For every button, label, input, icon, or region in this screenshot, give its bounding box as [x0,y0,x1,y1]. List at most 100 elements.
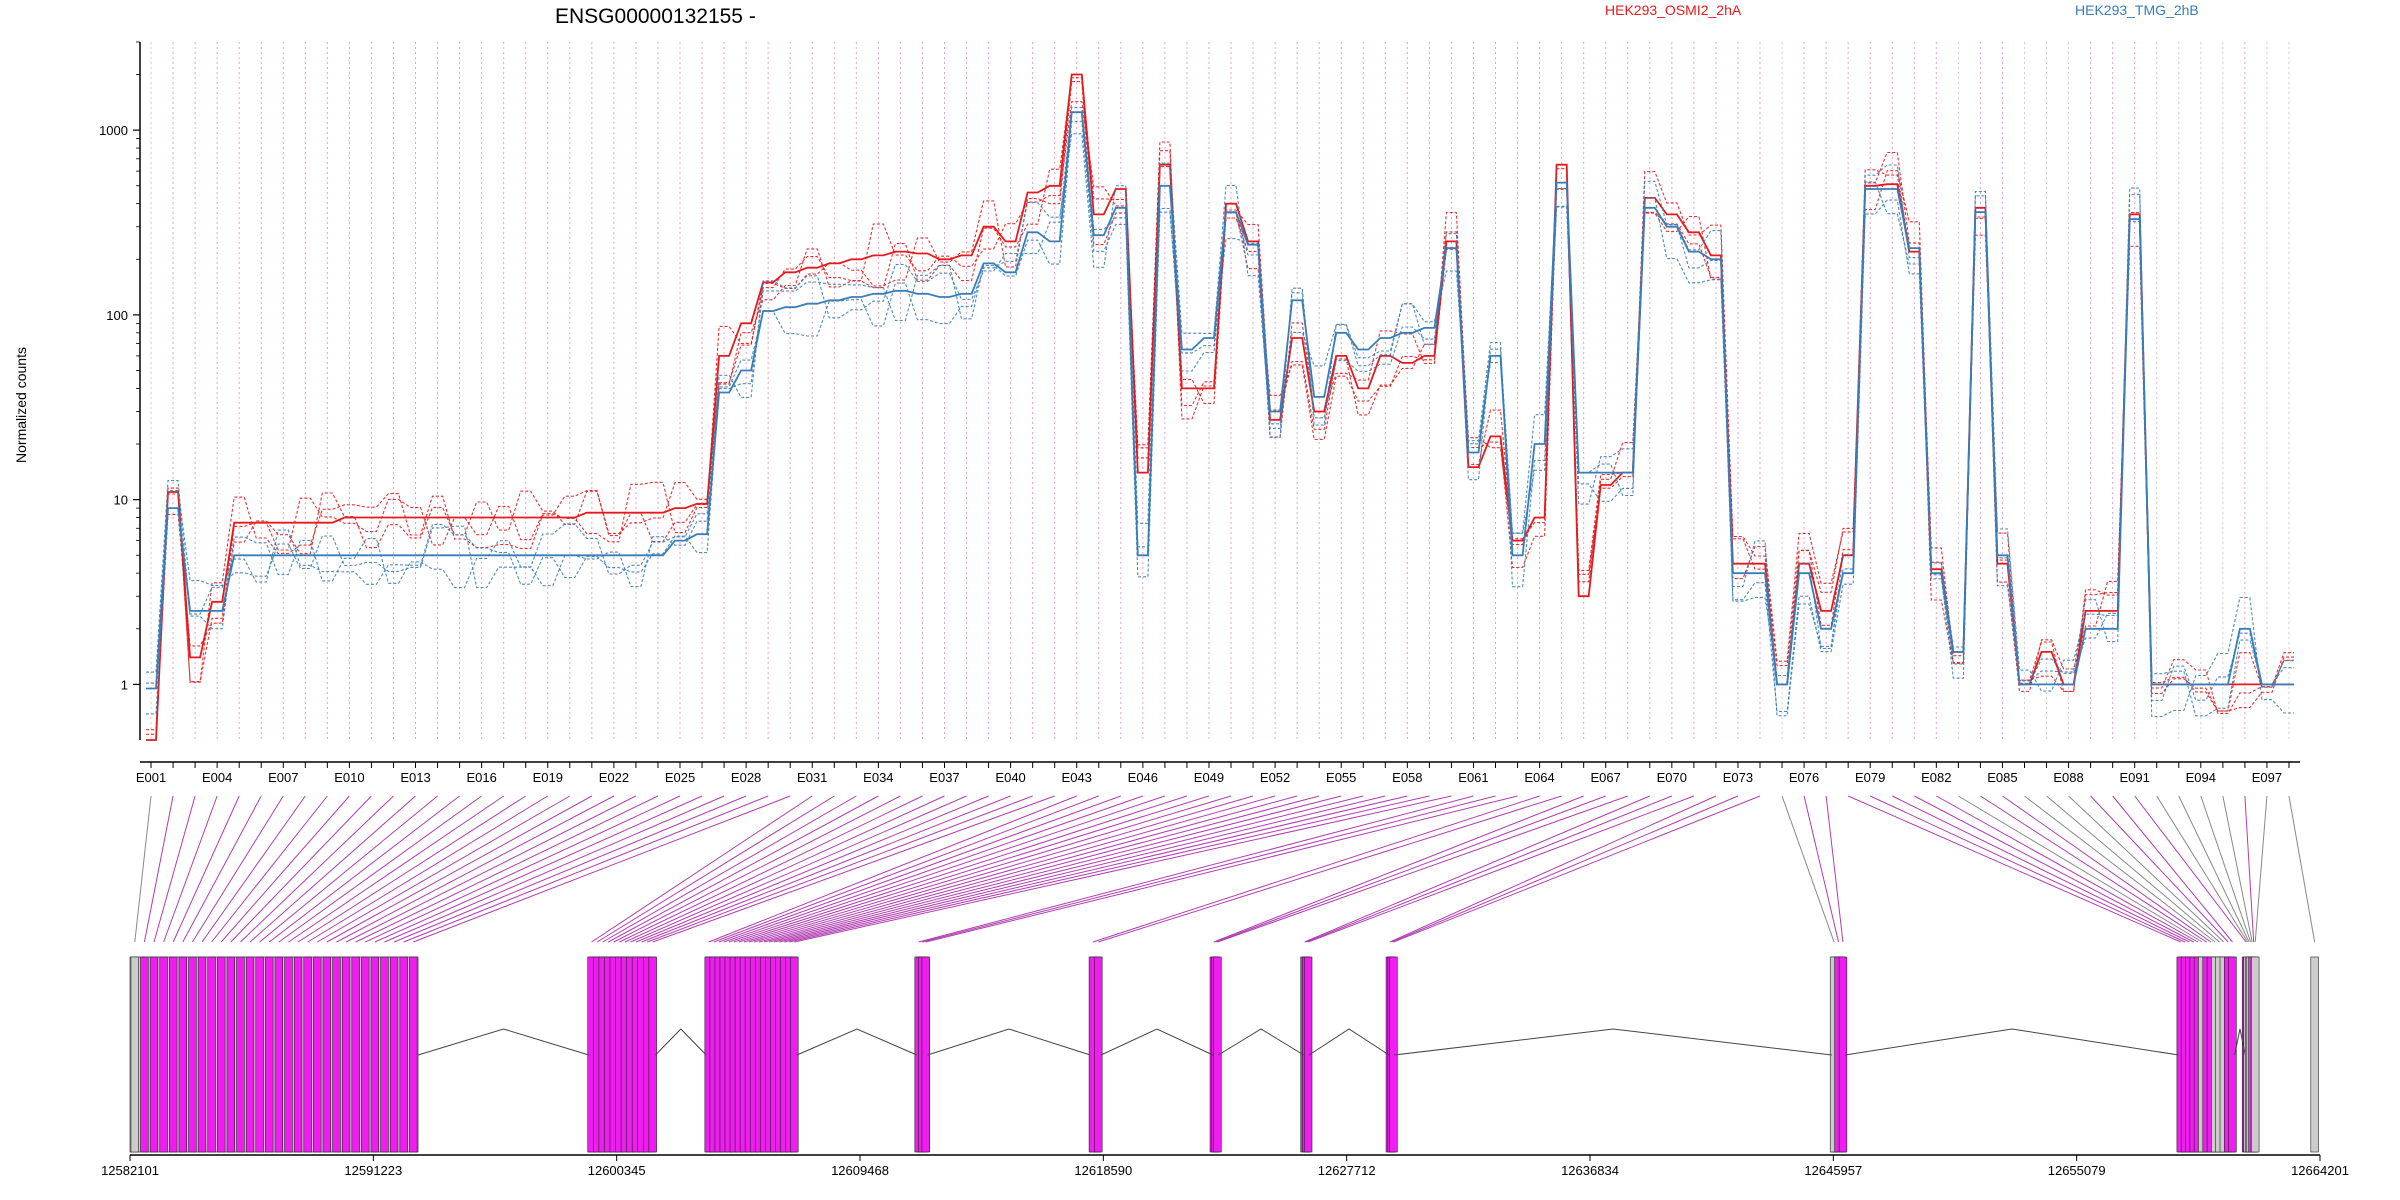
genomic-ticks: 12582101 12591223 12600345 12609468 12618590… [101,1155,2349,1178]
exon-link [738,795,1210,943]
exon-link [1391,795,1739,943]
exon-link [2046,795,2220,943]
exon-box [169,956,178,1153]
exon-link [191,795,284,943]
gridlines [150,42,2290,740]
genomic-tick-label: 12645957 [1804,1163,1862,1178]
exon-link [774,795,1364,943]
y-tick-label: 100 [106,308,128,323]
genomic-tick-label: 12627712 [1318,1163,1376,1178]
exon-link [2288,795,2316,943]
exon-box [274,956,284,1153]
exon-link [779,795,1386,943]
intron-line [796,1028,918,1056]
exon-box [159,956,168,1153]
intron-line [1845,1028,2179,1056]
genomic-tick-label: 12664201 [2291,1163,2349,1178]
exon-tick-label: E043 [1062,770,1092,785]
exon-tick-label: E028 [731,770,761,785]
exon-link [1892,795,2190,943]
exon-link [2156,795,2249,943]
exon-link [789,795,1430,943]
mean-line-osmi2 [146,73,2294,741]
intron-line [1100,1028,1214,1056]
exon-box [197,956,207,1153]
exon-tick-label: E091 [2120,770,2150,785]
exon-box [380,956,389,1153]
exon-box [332,956,341,1153]
exon-box [149,956,159,1153]
exon-box [389,956,399,1153]
exon-link [1936,795,2199,943]
exon-box [399,956,408,1153]
exon-link [2178,795,2250,943]
exon-link [748,795,1254,943]
exon-link [728,795,1166,943]
exon-box [188,956,197,1153]
exon-tick-label: E025 [665,770,695,785]
exon-tick-label: E022 [599,770,629,785]
exon-tick-label: E076 [1789,770,1819,785]
exon-tick-label: E055 [1326,770,1356,785]
exon-ticks: E001 E004 E007 E010 E013 E016 E019 E022 E025 E028… [136,762,2290,785]
exon-box [2310,956,2319,1153]
exon-link [723,795,1144,943]
exon-box [1303,956,1313,1153]
mean-line-tmg [146,111,2294,690]
exon-tick-label: E001 [136,770,166,785]
replicate-line-osmi2 [146,77,2294,735]
exon-link [1781,795,1835,943]
exon-link [403,795,769,943]
exon-link [2090,795,2229,943]
exon-link [1304,795,1650,943]
exon-link [1217,795,1628,943]
legend-condition-a: HEK293_OSMI2_2hA [1605,2,1742,18]
exon-tick-label: E052 [1260,770,1290,785]
y-tick-label: 1 [121,677,128,692]
exon-link [182,795,262,943]
y-tick-label: 1000 [99,123,128,138]
exon-tick-label: E013 [400,770,430,785]
exon-link [143,795,174,943]
exon-box [341,956,351,1153]
exon-link [1869,795,2186,943]
exon-tick-label: E094 [2186,770,2216,785]
exon-tick-label: E040 [995,770,1025,785]
exon-box [2251,956,2260,1153]
exon-box [217,956,226,1153]
exon-links [134,795,2316,943]
exon-link [2068,795,2225,943]
exon-link [211,795,328,943]
exon-link [2134,795,2247,943]
exon-link [733,795,1188,943]
exon-link [743,795,1232,943]
exon-link [652,795,1055,943]
exon-link [268,795,460,943]
exon-link [1213,795,1584,943]
exon-link [2024,795,2216,943]
exon-link [1092,795,1540,943]
exon-link [374,795,703,943]
exon-tick-label: E067 [1591,770,1621,785]
replicate-line-osmi2 [146,81,2294,731]
exon-link [646,795,1033,943]
exon-link [763,795,1320,943]
exon-box [265,956,274,1153]
exon-link [230,795,372,943]
exon-tick-label: E007 [268,770,298,785]
intron-line [417,1028,589,1056]
intron-line [2234,1028,2246,1056]
genomic-tick-label: 12600345 [588,1163,646,1178]
exon-link [2200,795,2252,943]
exon-link [153,795,196,943]
exon-box [361,956,370,1153]
y-tick-label: 10 [114,493,128,508]
exon-link [784,795,1408,943]
exon-tick-label: E016 [466,770,496,785]
exon-tick-label: E010 [334,770,364,785]
exon-box [2228,956,2237,1153]
exon-link [769,795,1342,943]
exon-link [608,795,879,943]
exon-link [630,795,967,943]
